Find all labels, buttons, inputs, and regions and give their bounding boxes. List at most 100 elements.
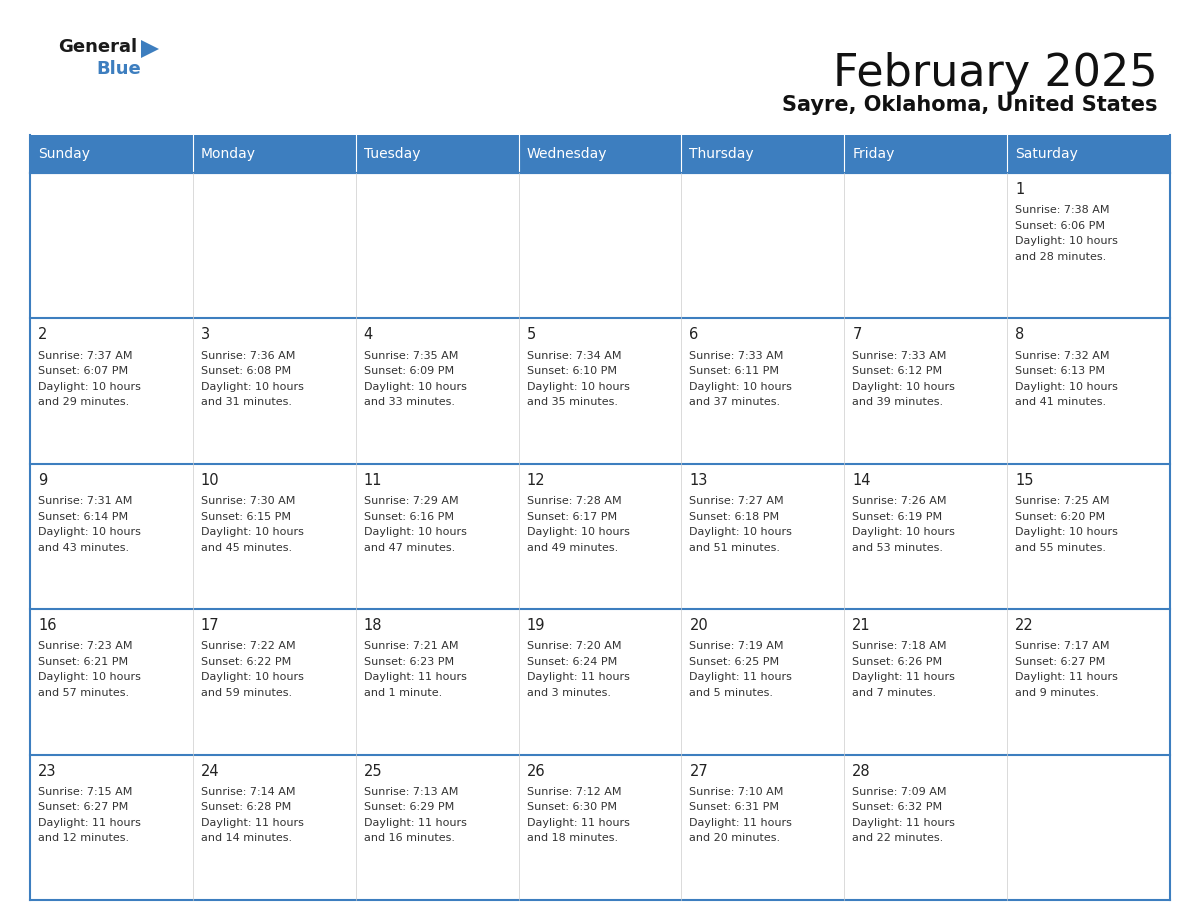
- Text: Sunrise: 7:25 AM: Sunrise: 7:25 AM: [1015, 496, 1110, 506]
- Text: and 43 minutes.: and 43 minutes.: [38, 543, 129, 553]
- Text: and 49 minutes.: and 49 minutes.: [526, 543, 618, 553]
- Bar: [355, 173, 519, 319]
- Text: 2: 2: [38, 328, 48, 342]
- Bar: [519, 464, 682, 610]
- Text: Sunset: 6:10 PM: Sunset: 6:10 PM: [526, 366, 617, 376]
- Text: Friday: Friday: [852, 147, 895, 161]
- Text: Daylight: 11 hours: Daylight: 11 hours: [689, 673, 792, 682]
- Bar: [1007, 464, 1170, 610]
- Bar: [682, 610, 845, 755]
- Text: Sunrise: 7:32 AM: Sunrise: 7:32 AM: [1015, 351, 1110, 361]
- Text: 4: 4: [364, 328, 373, 342]
- Text: Daylight: 10 hours: Daylight: 10 hours: [201, 382, 304, 392]
- Text: and 45 minutes.: and 45 minutes.: [201, 543, 292, 553]
- Bar: [192, 135, 355, 173]
- Bar: [30, 319, 192, 464]
- Text: Daylight: 11 hours: Daylight: 11 hours: [364, 673, 467, 682]
- Text: Sunrise: 7:12 AM: Sunrise: 7:12 AM: [526, 787, 621, 797]
- Text: Sunrise: 7:31 AM: Sunrise: 7:31 AM: [38, 496, 132, 506]
- Bar: [1007, 173, 1170, 319]
- Text: Sunset: 6:31 PM: Sunset: 6:31 PM: [689, 802, 779, 812]
- Text: 3: 3: [201, 328, 210, 342]
- Bar: [192, 173, 355, 319]
- Bar: [682, 319, 845, 464]
- Text: Sunrise: 7:22 AM: Sunrise: 7:22 AM: [201, 642, 296, 652]
- Text: 16: 16: [38, 618, 57, 633]
- Text: Sunset: 6:20 PM: Sunset: 6:20 PM: [1015, 511, 1105, 521]
- Text: Sunrise: 7:09 AM: Sunrise: 7:09 AM: [852, 787, 947, 797]
- Text: and 35 minutes.: and 35 minutes.: [526, 397, 618, 408]
- Text: 17: 17: [201, 618, 220, 633]
- Text: and 7 minutes.: and 7 minutes.: [852, 688, 936, 698]
- Text: 15: 15: [1015, 473, 1034, 487]
- Text: 20: 20: [689, 618, 708, 633]
- Text: Sunrise: 7:10 AM: Sunrise: 7:10 AM: [689, 787, 784, 797]
- Bar: [355, 135, 519, 173]
- Text: Daylight: 10 hours: Daylight: 10 hours: [1015, 527, 1118, 537]
- Text: and 55 minutes.: and 55 minutes.: [1015, 543, 1106, 553]
- Text: and 16 minutes.: and 16 minutes.: [364, 834, 455, 844]
- Bar: [1007, 135, 1170, 173]
- Bar: [1007, 755, 1170, 900]
- Text: and 33 minutes.: and 33 minutes.: [364, 397, 455, 408]
- Bar: [30, 610, 192, 755]
- Text: and 57 minutes.: and 57 minutes.: [38, 688, 129, 698]
- Text: 8: 8: [1015, 328, 1024, 342]
- Text: 13: 13: [689, 473, 708, 487]
- Text: Sunrise: 7:35 AM: Sunrise: 7:35 AM: [364, 351, 459, 361]
- Bar: [30, 464, 192, 610]
- Text: Daylight: 11 hours: Daylight: 11 hours: [201, 818, 304, 828]
- Text: February 2025: February 2025: [833, 52, 1158, 95]
- Text: and 51 minutes.: and 51 minutes.: [689, 543, 781, 553]
- Bar: [845, 464, 1007, 610]
- Text: Sunrise: 7:33 AM: Sunrise: 7:33 AM: [852, 351, 947, 361]
- Text: Sunrise: 7:18 AM: Sunrise: 7:18 AM: [852, 642, 947, 652]
- Bar: [355, 464, 519, 610]
- Bar: [192, 755, 355, 900]
- Text: Sunday: Sunday: [38, 147, 90, 161]
- Bar: [30, 173, 192, 319]
- Text: Monday: Monday: [201, 147, 255, 161]
- Bar: [519, 135, 682, 173]
- Text: Sunset: 6:27 PM: Sunset: 6:27 PM: [1015, 657, 1105, 667]
- Text: Sunrise: 7:15 AM: Sunrise: 7:15 AM: [38, 787, 132, 797]
- Text: Daylight: 10 hours: Daylight: 10 hours: [1015, 236, 1118, 246]
- Bar: [845, 755, 1007, 900]
- Text: Sunset: 6:23 PM: Sunset: 6:23 PM: [364, 657, 454, 667]
- Text: Sunset: 6:16 PM: Sunset: 6:16 PM: [364, 511, 454, 521]
- Text: 25: 25: [364, 764, 383, 778]
- Bar: [30, 135, 192, 173]
- Bar: [519, 755, 682, 900]
- Bar: [30, 755, 192, 900]
- Text: and 9 minutes.: and 9 minutes.: [1015, 688, 1099, 698]
- Text: 5: 5: [526, 328, 536, 342]
- Bar: [519, 610, 682, 755]
- Text: Sayre, Oklahoma, United States: Sayre, Oklahoma, United States: [783, 95, 1158, 115]
- Bar: [519, 319, 682, 464]
- Text: Daylight: 10 hours: Daylight: 10 hours: [852, 527, 955, 537]
- Text: Daylight: 11 hours: Daylight: 11 hours: [689, 818, 792, 828]
- Text: Daylight: 10 hours: Daylight: 10 hours: [201, 527, 304, 537]
- Text: and 41 minutes.: and 41 minutes.: [1015, 397, 1106, 408]
- Text: Sunset: 6:08 PM: Sunset: 6:08 PM: [201, 366, 291, 376]
- Bar: [845, 319, 1007, 464]
- Text: Blue: Blue: [96, 60, 140, 78]
- Text: Sunrise: 7:26 AM: Sunrise: 7:26 AM: [852, 496, 947, 506]
- Text: Daylight: 10 hours: Daylight: 10 hours: [38, 527, 141, 537]
- Text: and 3 minutes.: and 3 minutes.: [526, 688, 611, 698]
- Text: 24: 24: [201, 764, 220, 778]
- Text: 12: 12: [526, 473, 545, 487]
- Text: Sunrise: 7:20 AM: Sunrise: 7:20 AM: [526, 642, 621, 652]
- Text: Daylight: 11 hours: Daylight: 11 hours: [526, 673, 630, 682]
- Bar: [682, 755, 845, 900]
- Text: Sunset: 6:14 PM: Sunset: 6:14 PM: [38, 511, 128, 521]
- Text: Sunset: 6:29 PM: Sunset: 6:29 PM: [364, 802, 454, 812]
- Text: Sunset: 6:32 PM: Sunset: 6:32 PM: [852, 802, 942, 812]
- Text: Sunset: 6:07 PM: Sunset: 6:07 PM: [38, 366, 128, 376]
- Text: 14: 14: [852, 473, 871, 487]
- Bar: [682, 135, 845, 173]
- Text: Sunset: 6:12 PM: Sunset: 6:12 PM: [852, 366, 942, 376]
- Text: and 5 minutes.: and 5 minutes.: [689, 688, 773, 698]
- Text: 21: 21: [852, 618, 871, 633]
- Text: Daylight: 11 hours: Daylight: 11 hours: [852, 673, 955, 682]
